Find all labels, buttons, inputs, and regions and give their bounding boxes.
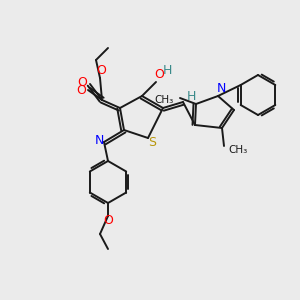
Text: CH₃: CH₃ (155, 95, 174, 105)
Text: O: O (154, 68, 164, 82)
Text: O: O (77, 76, 87, 88)
Text: O: O (76, 83, 86, 97)
Text: O: O (96, 64, 106, 76)
Text: H: H (186, 89, 196, 103)
Text: N: N (216, 82, 226, 95)
Text: H: H (162, 64, 172, 76)
Text: CH₃: CH₃ (228, 145, 247, 155)
Text: S: S (148, 136, 156, 148)
Text: N: N (94, 134, 104, 148)
Text: O: O (103, 214, 113, 227)
